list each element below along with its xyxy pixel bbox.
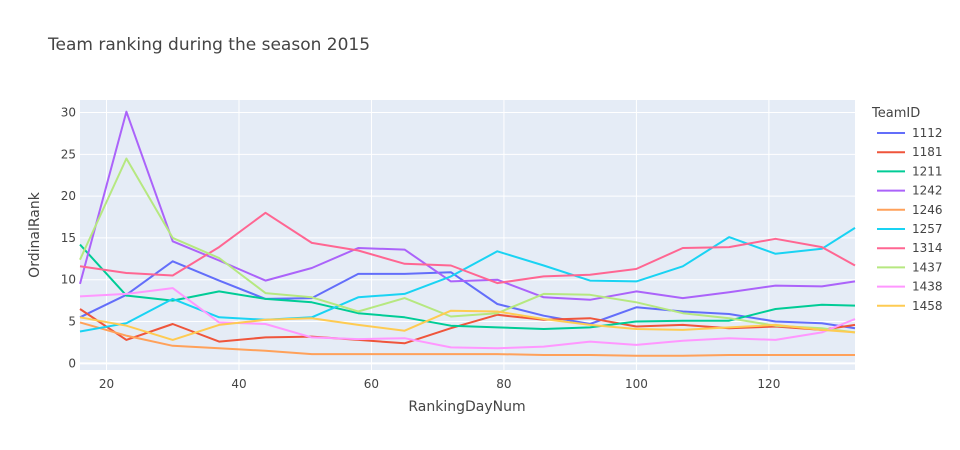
legend-label: 1211 (912, 164, 943, 178)
x-axis-title: RankingDayNum (408, 399, 525, 415)
legend-label: 1242 (912, 184, 943, 198)
legend-item-1458[interactable]: 1458 (877, 299, 943, 313)
legend-label: 1437 (912, 260, 943, 274)
y-tick-label: 20 (61, 189, 76, 203)
legend-label: 1257 (912, 222, 943, 236)
legend-label: 1314 (912, 241, 943, 255)
legend-title: TeamID (871, 106, 920, 121)
y-tick-label: 25 (61, 147, 76, 161)
x-tick-label: 60 (364, 377, 379, 391)
legend-item-1242[interactable]: 1242 (877, 184, 943, 198)
legend-item-1181[interactable]: 1181 (877, 145, 943, 159)
y-tick-label: 10 (61, 273, 76, 287)
legend-label: 1458 (912, 299, 943, 313)
legend[interactable]: TeamID 1112 1181 1211 1242 1246 1257 1314 1437 1… (871, 106, 943, 313)
legend-item-1112[interactable]: 1112 (877, 126, 943, 140)
series-line-1246 (79, 321, 855, 357)
y-tick-label: 0 (68, 356, 76, 370)
legend-label: 1438 (912, 280, 943, 294)
series-line-1458 (79, 309, 856, 341)
y-tick-label: 15 (61, 231, 76, 245)
legend-item-1314[interactable]: 1314 (877, 241, 943, 255)
series-line-1314 (79, 211, 856, 285)
legend-label: 1112 (912, 126, 943, 140)
legend-item-1246[interactable]: 1246 (877, 203, 943, 217)
legend-label: 1181 (912, 145, 943, 159)
x-tick-label: 100 (625, 377, 648, 391)
legend-item-1438[interactable]: 1438 (877, 280, 943, 294)
x-tick-label: 120 (757, 377, 780, 391)
series-line-1112 (79, 260, 856, 330)
legend-label: 1246 (912, 203, 943, 217)
series-line-1242 (79, 110, 856, 301)
series-line-1438 (79, 287, 856, 350)
series-line-1257 (79, 227, 856, 333)
legend-item-1437[interactable]: 1437 (877, 260, 943, 274)
grid-lines (80, 100, 855, 370)
y-tick-label: 30 (61, 106, 76, 120)
x-tick-label: 80 (496, 377, 511, 391)
y-axis-title: OrdinalRank (27, 191, 43, 278)
legend-item-1211[interactable]: 1211 (877, 164, 943, 178)
legend-item-1257[interactable]: 1257 (877, 222, 943, 236)
plot-area (80, 100, 855, 370)
y-tick-label: 5 (68, 315, 76, 329)
x-tick-label: 20 (99, 377, 114, 391)
series-line-1437 (79, 157, 856, 334)
chart-title: Team ranking during the season 2015 (47, 35, 370, 55)
series-lines (79, 110, 856, 357)
tick-labels: 20 40 60 80 100 120 0 5 10 15 20 25 30 (61, 106, 781, 391)
x-tick-label: 40 (231, 377, 246, 391)
